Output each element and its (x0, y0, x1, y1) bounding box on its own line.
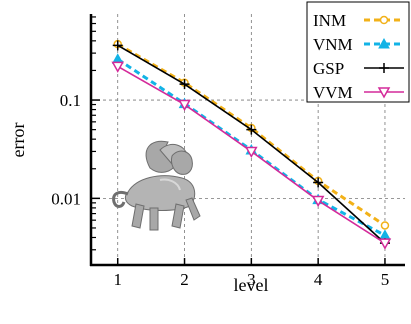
legend: INM VNM GSP VVM (306, 1, 410, 103)
series-line-inm (116, 42, 386, 227)
data-point-vvm (111, 61, 124, 73)
legend-label-gsp: GSP (313, 59, 344, 78)
data-point-vnm (379, 229, 391, 240)
x-tick-label: 4 (314, 270, 323, 289)
data-point-vvm (378, 238, 392, 250)
legend-label-inm: INM (313, 11, 346, 30)
x-axis-label: level (234, 275, 269, 295)
legend-label-vvm: VVM (313, 83, 353, 102)
data-point-inm (380, 221, 390, 230)
legend-label-vnm: VNM (313, 35, 353, 54)
data-point-gsp (112, 40, 123, 51)
legend-box (306, 1, 410, 103)
y-axis-label: error (8, 123, 28, 158)
legend-marker-gsp (379, 63, 389, 73)
axis-ticks: 1 2 3 4 5 0.1 0.01 (51, 16, 390, 289)
legend-marker-vvm (377, 87, 391, 99)
series-lines (111, 39, 392, 250)
x-tick-label: 1 (113, 270, 122, 289)
x-tick-label: 5 (381, 270, 390, 289)
data-point-vvm (311, 195, 325, 208)
y-tick-label: 0.1 (60, 91, 81, 110)
x-tick-label: 2 (180, 270, 189, 289)
legend-marker-inm (379, 15, 389, 25)
data-point-vvm (178, 99, 191, 112)
statue-illustration (112, 140, 201, 231)
grid-lines (91, 14, 405, 265)
x-tick-label: 3 (247, 270, 256, 289)
data-point-gsp (179, 79, 190, 90)
data-point-gsp (313, 177, 324, 188)
y-tick-label: 0.01 (51, 189, 81, 208)
data-point-vvm (245, 146, 258, 158)
data-point-gsp (246, 124, 257, 135)
legend-marker-vnm (378, 37, 390, 49)
